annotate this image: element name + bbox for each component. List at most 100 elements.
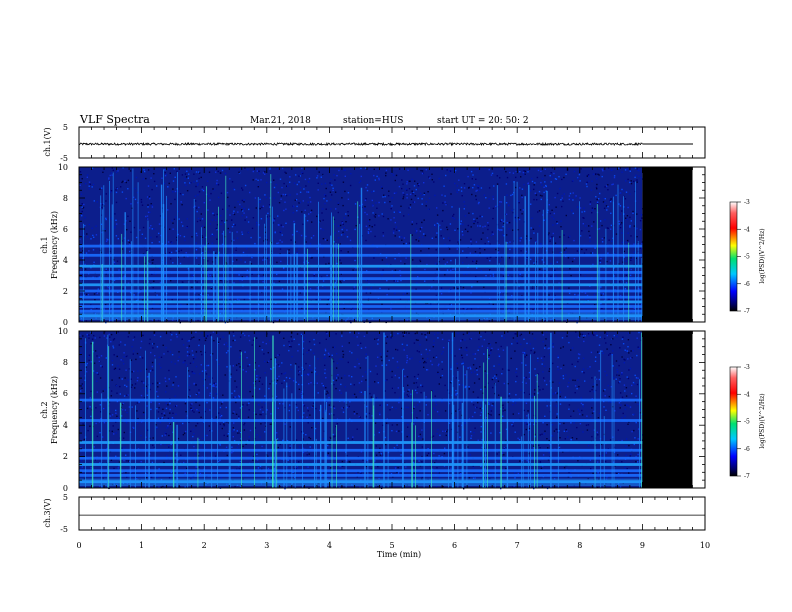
spectrogram-speckle bbox=[207, 364, 210, 367]
spectrogram-speckle bbox=[90, 342, 92, 345]
spectrogram-speckle bbox=[604, 370, 606, 373]
spectrogram-speckle bbox=[447, 308, 450, 311]
spectrogram-speckle bbox=[456, 189, 458, 191]
spectrogram-speckle bbox=[579, 235, 582, 237]
spectrogram-speckle bbox=[573, 170, 576, 173]
spectrogram-speckle bbox=[613, 275, 615, 277]
spectrogram-speckle bbox=[415, 231, 417, 234]
spectrogram-speckle bbox=[551, 216, 553, 218]
spectrogram-speckle bbox=[620, 404, 622, 406]
spectrogram-speckle bbox=[156, 294, 158, 296]
spectrogram-speckle bbox=[109, 415, 112, 417]
spectrogram-speckle bbox=[596, 183, 598, 186]
spectrogram-speckle bbox=[584, 335, 586, 337]
spectrogram-speckle bbox=[586, 181, 588, 184]
spectrogram-speckle bbox=[616, 335, 618, 338]
spectrogram-speckle bbox=[634, 374, 636, 377]
spectrogram-speckle bbox=[113, 261, 116, 263]
spectrogram-speckle bbox=[256, 224, 258, 226]
spectrogram-speckle bbox=[125, 421, 128, 424]
spectrogram-speckle bbox=[442, 202, 444, 204]
spectrogram-speckle bbox=[467, 224, 469, 227]
spectrogram-speckle bbox=[516, 375, 518, 378]
spectrogram-speckle bbox=[551, 209, 553, 211]
spectrogram-speckle bbox=[466, 354, 468, 356]
spectrogram-speckle bbox=[631, 357, 633, 359]
spectrogram-speckle bbox=[186, 303, 188, 306]
spectrogram-speckle bbox=[488, 302, 490, 305]
spectrogram-speckle bbox=[456, 185, 458, 187]
spectrogram-speckle bbox=[462, 361, 464, 363]
spectrogram-speckle bbox=[598, 412, 601, 415]
spectrogram-speckle bbox=[268, 204, 271, 206]
spectrogram-speckle bbox=[194, 453, 197, 455]
spectrogram-speckle bbox=[502, 407, 504, 409]
spectrogram-speckle bbox=[341, 407, 343, 409]
spectrogram-speckle bbox=[386, 280, 388, 282]
spectrogram-speckle bbox=[150, 351, 152, 354]
spectrogram-speckle bbox=[105, 357, 107, 359]
spectrogram-speckle bbox=[348, 342, 350, 344]
spectrogram-speckle bbox=[302, 451, 305, 454]
spectrogram-speckle bbox=[301, 167, 303, 170]
spectrogram-speckle bbox=[410, 393, 412, 395]
spectrogram-speckle bbox=[321, 208, 324, 210]
spectrogram-speckle bbox=[162, 485, 164, 487]
spectrogram-speckle bbox=[322, 385, 324, 387]
spectrogram-speckle bbox=[223, 423, 225, 425]
spectrogram-speckle bbox=[374, 216, 376, 218]
spectrogram-speckle bbox=[472, 260, 474, 263]
spectrogram-speckle bbox=[460, 190, 463, 192]
spectrogram-speckle bbox=[418, 236, 421, 239]
spectrogram-speckle bbox=[528, 424, 530, 426]
spectrogram-speckle bbox=[618, 402, 621, 404]
spectrogram-speckle bbox=[323, 430, 325, 432]
spectrogram-speckle bbox=[134, 383, 137, 385]
spectrogram-speckle bbox=[419, 344, 421, 346]
spectrogram-speckle bbox=[478, 185, 480, 188]
spectrogram-speckle bbox=[263, 353, 265, 355]
spectrogram-speckle bbox=[556, 416, 558, 418]
spectrogram-speckle bbox=[475, 190, 477, 192]
spectrogram-speckle bbox=[278, 280, 281, 283]
spectrogram-speckle bbox=[576, 206, 579, 208]
spectrogram-speckle bbox=[618, 220, 620, 222]
spectrogram-speckle bbox=[164, 172, 166, 174]
spectrogram-speckle bbox=[441, 194, 443, 196]
spectrogram-speckle bbox=[497, 250, 499, 252]
spectrogram-speckle bbox=[188, 345, 190, 347]
spectrogram-speckle bbox=[440, 235, 442, 237]
spectrogram-speckle bbox=[282, 403, 284, 405]
spectrogram-speckle bbox=[589, 201, 592, 203]
spectrogram-speckle bbox=[347, 437, 349, 439]
spectrogram-speckle bbox=[463, 429, 465, 431]
spectrogram-speckle bbox=[390, 208, 392, 210]
spectrogram-speckle bbox=[193, 181, 195, 183]
spectrogram-speckle bbox=[365, 353, 367, 355]
spectrogram-speckle bbox=[328, 262, 330, 265]
spectrogram-speckle bbox=[371, 191, 373, 193]
spectrogram-speckle bbox=[624, 390, 626, 392]
spectrogram-speckle bbox=[441, 361, 443, 363]
spectrogram-speckle bbox=[621, 232, 623, 234]
spectrogram-speckle bbox=[142, 270, 145, 272]
spectrogram-speckle bbox=[598, 352, 601, 354]
spectrogram-speckle bbox=[489, 408, 492, 410]
spectrogram-speckle bbox=[630, 180, 632, 182]
spectrogram-speckle bbox=[151, 228, 153, 230]
spectrogram-speckle bbox=[174, 190, 177, 193]
spectrogram-speckle bbox=[269, 167, 271, 169]
spectrogram-speckle bbox=[374, 179, 376, 181]
spectrogram-speckle bbox=[532, 447, 535, 449]
spectrogram-speckle bbox=[167, 209, 169, 211]
spectrogram-speckle bbox=[415, 222, 418, 225]
spectrogram-speckle bbox=[269, 168, 271, 170]
spectrogram-speckle bbox=[558, 282, 560, 284]
spectrogram-speckle bbox=[405, 396, 407, 398]
spectrogram-speckle bbox=[618, 223, 621, 225]
spectrogram-speckle bbox=[605, 452, 607, 454]
spectrogram-speckle bbox=[128, 368, 131, 370]
spectrogram-speckle bbox=[261, 349, 263, 351]
spectrogram-speckle bbox=[241, 405, 243, 408]
spectrogram-speckle bbox=[500, 201, 503, 203]
